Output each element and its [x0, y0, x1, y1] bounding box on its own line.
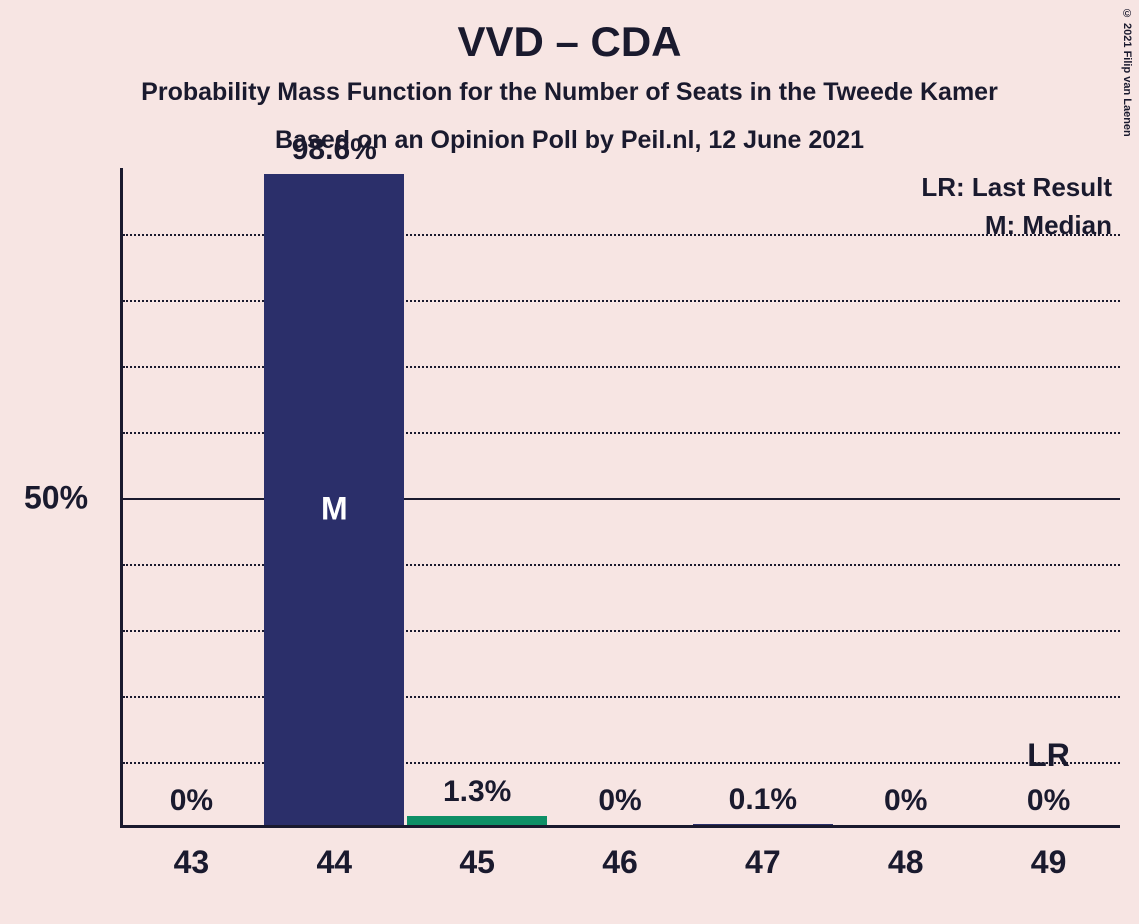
- y-axis-label: 50%: [24, 480, 88, 517]
- x-axis-label: 47: [745, 844, 781, 881]
- legend-lr: LR: Last Result: [921, 172, 1112, 203]
- credit-text: © 2021 Filip van Laenen: [1121, 8, 1133, 137]
- bar-value-label: 0%: [598, 784, 641, 818]
- bar-value-label: 0%: [170, 784, 213, 818]
- plot-area: 50% LR: Last Result M: Median 0%4398.6%M…: [120, 168, 1120, 828]
- bar-value-label: 0.1%: [729, 783, 797, 817]
- x-axis-label: 45: [459, 844, 495, 881]
- x-axis-label: 49: [1031, 844, 1067, 881]
- x-axis-label: 43: [174, 844, 210, 881]
- bar: [407, 816, 547, 825]
- bar-annotation-above: LR: [1027, 737, 1070, 774]
- chart-title: VVD – CDA: [0, 18, 1139, 66]
- bar-value-label: 98.6%: [292, 133, 377, 167]
- bar-value-label: 1.3%: [443, 775, 511, 809]
- chart-source: Based on an Opinion Poll by Peil.nl, 12 …: [0, 126, 1139, 155]
- chart-subtitle: Probability Mass Function for the Number…: [0, 78, 1139, 107]
- bar-annotation-inner: M: [321, 491, 348, 528]
- title-area: VVD – CDA Probability Mass Function for …: [0, 0, 1139, 155]
- bar: [693, 824, 833, 825]
- x-axis-label: 44: [316, 844, 352, 881]
- bar-value-label: 0%: [1027, 784, 1070, 818]
- x-axis-label: 48: [888, 844, 924, 881]
- bar-value-label: 0%: [884, 784, 927, 818]
- legend-m: M: Median: [985, 210, 1112, 241]
- x-axis-label: 46: [602, 844, 638, 881]
- x-axis-line: [120, 825, 1120, 828]
